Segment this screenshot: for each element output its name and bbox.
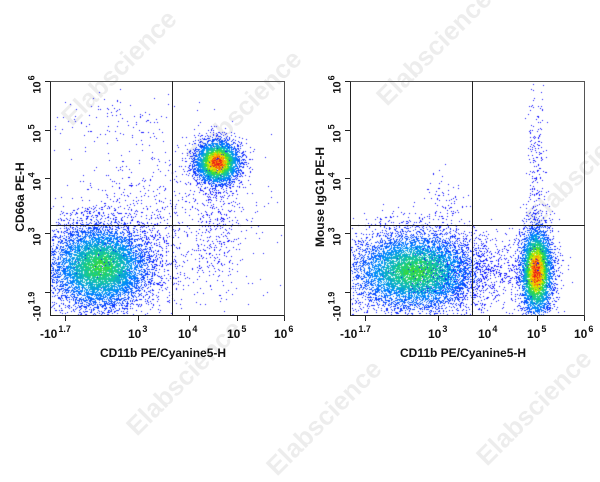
x-tick-label: 105: [527, 324, 547, 341]
x-tick-label: 106: [274, 324, 294, 341]
x-axis-label: CD11b PE/Cyanine5-H: [400, 346, 527, 360]
x-tick: [584, 316, 586, 321]
x-axis-label: CD11b PE/Cyanine5-H: [100, 346, 227, 360]
x-tick-label: 106: [574, 324, 594, 341]
x-tick: [365, 316, 367, 321]
scatter-dots: [350, 81, 585, 316]
y-tick: [345, 178, 350, 180]
quadrant-gate-horizontal: [350, 225, 585, 227]
x-tick-label: 104: [178, 324, 198, 341]
y-tick-label: 104: [326, 172, 344, 191]
y-tick-label: 103: [326, 227, 344, 246]
x-tick: [237, 316, 239, 321]
x-tick-label: -101.7: [340, 324, 371, 341]
y-tick-label: -101.9: [326, 291, 344, 322]
y-tick-label: 105: [326, 124, 344, 143]
y-tick: [345, 81, 350, 83]
y-axis-label: CD66a PE-H: [13, 162, 27, 232]
x-tick: [138, 316, 140, 321]
x-tick-label: -101.7: [40, 324, 71, 341]
y-axis-label: Mouse IgG1 PE-H: [313, 147, 327, 248]
plot-mouse-igg1: 106 105 104 103 -101.9 -101.7 103 104 10…: [300, 0, 600, 427]
x-tick-label: 103: [128, 324, 148, 341]
x-tick-label: 105: [227, 324, 247, 341]
y-tick: [345, 130, 350, 132]
quadrant-gate-vertical: [472, 81, 474, 316]
x-tick-label: 103: [428, 324, 448, 341]
plot-frame: [50, 81, 285, 316]
y-tick-label: 106: [26, 75, 44, 94]
y-tick: [345, 233, 350, 235]
x-tick: [189, 316, 191, 321]
y-tick-label: 105: [26, 124, 44, 143]
y-tick: [45, 292, 50, 294]
y-tick: [45, 130, 50, 132]
plot-frame: [350, 81, 585, 316]
y-tick: [45, 233, 50, 235]
y-tick: [45, 178, 50, 180]
x-tick: [284, 316, 286, 321]
x-tick: [489, 316, 491, 321]
y-tick-label: 103: [26, 227, 44, 246]
y-tick-label: 106: [326, 75, 344, 94]
y-tick-label: 104: [26, 172, 44, 191]
y-tick: [45, 81, 50, 83]
x-tick: [438, 316, 440, 321]
x-tick: [65, 316, 67, 321]
x-tick-label: 104: [478, 324, 498, 341]
x-tick: [537, 316, 539, 321]
y-tick: [345, 292, 350, 294]
quadrant-gate-horizontal: [50, 225, 285, 227]
plot-cd66a: 106 105 104 103 -101.9 -101.7 103 104 10…: [0, 0, 300, 427]
quadrant-gate-vertical: [172, 81, 174, 316]
scatter-dots: [50, 81, 285, 316]
y-tick-label: -101.9: [26, 291, 44, 322]
